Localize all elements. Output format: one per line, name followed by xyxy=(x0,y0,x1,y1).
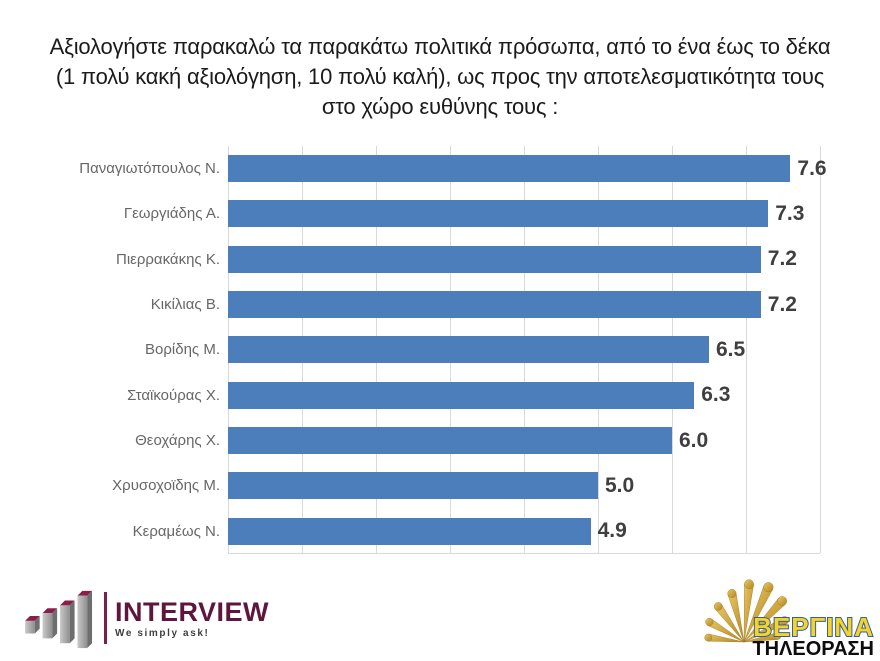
value-label: 6.3 xyxy=(701,383,731,407)
value-label: 6.0 xyxy=(679,428,709,452)
chart-rows: Παναγιωτόπουλος Ν. 7.6 Γεωργιάδης Α. 7.3 Πιε… xyxy=(0,146,880,554)
value-label: 6.5 xyxy=(716,337,746,361)
chart-title: Αξιολογήστε παρακαλώ τα παρακάτω πολιτικ… xyxy=(18,32,862,122)
bar xyxy=(228,381,695,409)
category-label: Γεωργιάδης Α. xyxy=(123,205,220,223)
bar-track: 6.0 xyxy=(228,427,820,455)
chart-row: Θεοχάρης Χ. 6.0 xyxy=(0,418,880,463)
chart-title-line3: στο χώρο ευθύνης τους : xyxy=(321,94,559,119)
bar-track: 7.3 xyxy=(228,200,820,228)
bar xyxy=(228,155,791,183)
interview-tagline: We simply ask! xyxy=(115,627,210,639)
bar-track: 7.6 xyxy=(228,155,827,183)
bar xyxy=(228,245,761,273)
category-label: Σταϊκούρας Χ. xyxy=(127,386,220,404)
bar-track: 6.3 xyxy=(228,381,820,409)
chart-title-line2: (1 πολύ κακή αξιολόγηση, 10 πολύ καλή), … xyxy=(55,64,825,89)
bar-chart: Παναγιωτόπουλος Ν. 7.6 Γεωργιάδης Α. 7.3 Πιε… xyxy=(0,146,880,554)
chart-row: Σταϊκούρας Χ. 6.3 xyxy=(0,373,880,418)
chart-row: Πιερρακάκης Κ. 7.2 xyxy=(0,237,880,282)
bar-chart-3d-icon xyxy=(25,590,93,649)
value-label: 7.3 xyxy=(775,201,805,225)
chart-row: Γεωργιάδης Α. 7.3 xyxy=(0,191,880,236)
interview-wordmark: INTERVIEW xyxy=(115,596,270,627)
vergina-wordmark-wrap: ΒΕΡΓΙΝΑ xyxy=(724,610,874,644)
chart-row: Χρυσοχοϊδης Μ. 5.0 xyxy=(0,463,880,508)
value-label: 7.2 xyxy=(767,292,797,316)
chart-row: Βορίδης Μ. 6.5 xyxy=(0,327,880,372)
category-label: Πιερρακάκης Κ. xyxy=(116,250,220,268)
category-label: Κικίλιας Β. xyxy=(150,296,220,314)
vergina-tv-logo: ΒΕΡΓΙΝΑ ΤΗΛΕΟΡΑΣΗ xyxy=(688,566,874,660)
gridline xyxy=(746,146,747,553)
value-label: 5.0 xyxy=(605,473,635,497)
bar-track: 4.9 xyxy=(228,517,820,545)
bar xyxy=(228,291,761,319)
chart-row: Κικίλιας Β. 7.2 xyxy=(0,282,880,327)
bar xyxy=(228,336,709,364)
logo-divider xyxy=(104,592,107,644)
chart-title-line1: Αξιολογήστε παρακαλώ τα παρακάτω πολιτικ… xyxy=(49,34,831,59)
bar xyxy=(228,200,769,228)
sun-rays-icon xyxy=(704,579,789,643)
interview-text-block: INTERVIEW We simply ask! xyxy=(115,598,269,639)
chart-row: Κεραμέως Ν. 4.9 xyxy=(0,509,880,554)
bar xyxy=(228,472,598,500)
bar xyxy=(228,517,591,545)
bar-track: 6.5 xyxy=(228,336,820,364)
chart-row: Παναγιωτόπουλος Ν. 7.6 xyxy=(0,146,880,191)
category-label: Θεοχάρης Χ. xyxy=(135,432,220,450)
bar-track: 7.2 xyxy=(228,245,820,273)
vergina-wordmark: ΒΕΡΓΙΝΑ xyxy=(753,612,874,642)
bar-track: 7.2 xyxy=(228,291,820,319)
interview-logo: INTERVIEW We simply ask! xyxy=(20,585,269,651)
category-label: Κεραμέως Ν. xyxy=(132,522,220,540)
bar-track: 5.0 xyxy=(228,472,820,500)
vergina-subtitle: ΤΗΛΕΟΡΑΣΗ xyxy=(752,638,874,660)
category-label: Βορίδης Μ. xyxy=(145,341,220,359)
bar xyxy=(228,427,672,455)
value-label: 4.9 xyxy=(597,519,627,543)
value-label: 7.2 xyxy=(767,247,797,271)
category-label: Παναγιωτόπουλος Ν. xyxy=(79,160,220,178)
category-label: Χρυσοχοϊδης Μ. xyxy=(112,477,220,495)
value-label: 7.6 xyxy=(797,156,827,180)
gridline xyxy=(820,146,821,553)
